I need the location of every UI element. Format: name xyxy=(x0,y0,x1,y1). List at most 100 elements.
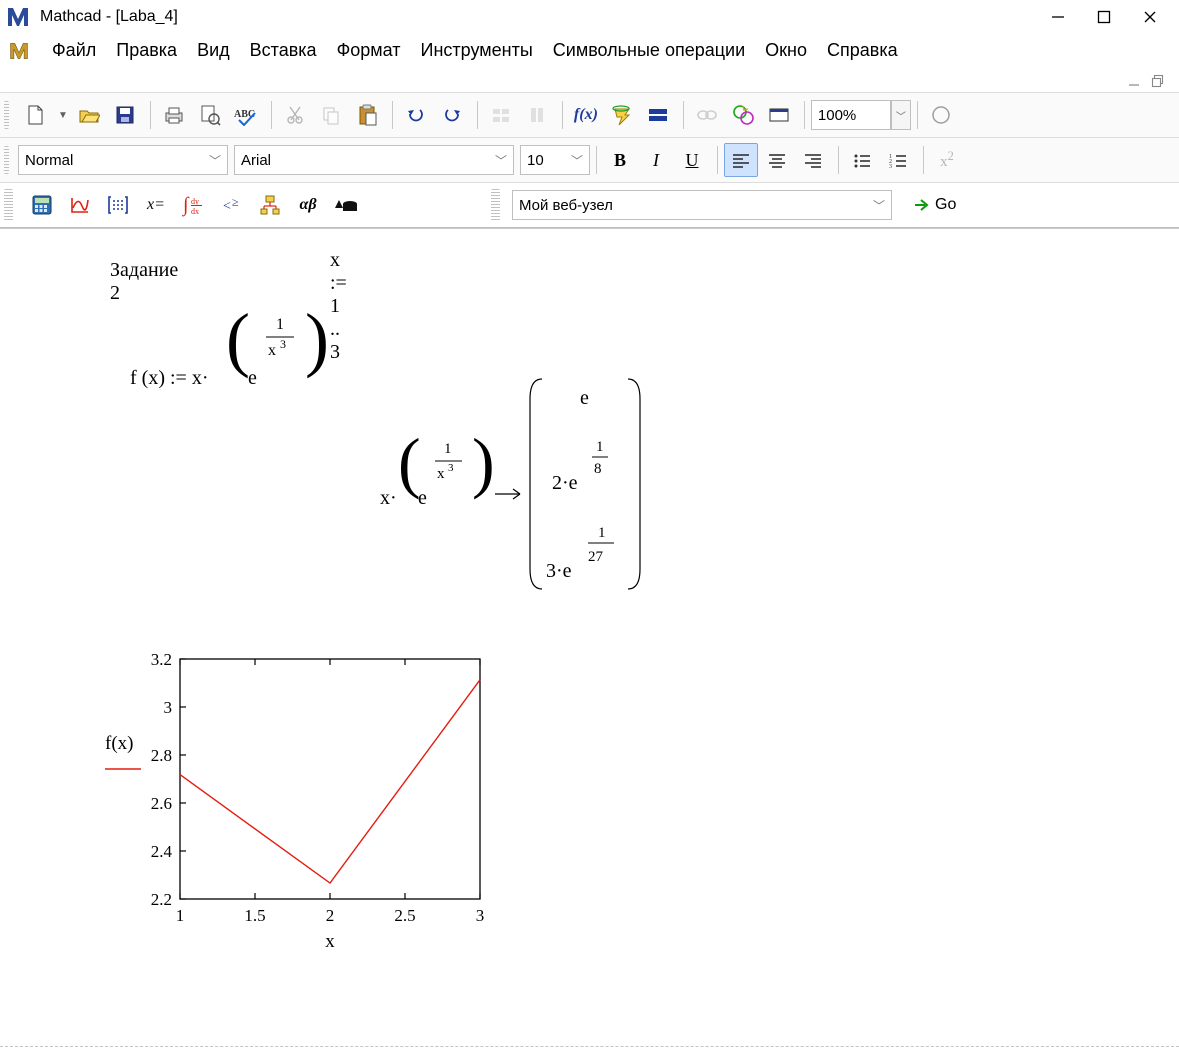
open-button[interactable] xyxy=(72,98,106,132)
undo-button[interactable] xyxy=(399,98,433,132)
insert-unit-button[interactable] xyxy=(605,98,639,132)
svg-text:x: x xyxy=(325,931,335,952)
menu-window[interactable]: Окно xyxy=(755,36,817,65)
svg-text:3: 3 xyxy=(889,164,892,168)
spellcheck-button[interactable]: ABC xyxy=(229,98,263,132)
align-right-button[interactable] xyxy=(796,143,830,177)
page-break-indicator xyxy=(0,1046,1179,1047)
doc-minimize-button[interactable] xyxy=(1125,72,1143,90)
svg-text:2.4: 2.4 xyxy=(151,842,173,861)
cut-button[interactable] xyxy=(278,98,312,132)
separator xyxy=(838,146,839,174)
menu-insert[interactable]: Вставка xyxy=(240,36,327,65)
align-center-button[interactable] xyxy=(760,143,794,177)
go-label: Go xyxy=(935,196,956,214)
format-toolbar: Normal﹀ Arial﹀ 10﹀ B I U 123 x2 xyxy=(0,138,1179,182)
greek-palette-button[interactable]: αβ xyxy=(291,188,325,222)
svg-text:x: x xyxy=(268,342,276,359)
svg-text:f(x): f(x) xyxy=(105,733,133,754)
bold-button[interactable]: B xyxy=(603,143,637,177)
menu-help[interactable]: Справка xyxy=(817,36,908,65)
underline-button[interactable]: U xyxy=(675,143,709,177)
svg-text:1: 1 xyxy=(444,441,452,457)
svg-text:): ) xyxy=(305,299,329,379)
separator xyxy=(477,101,478,129)
menu-symbolic[interactable]: Символьные операции xyxy=(543,36,755,65)
italic-button[interactable]: I xyxy=(639,143,673,177)
zoom-combo[interactable]: 100% xyxy=(811,100,891,130)
copy-button[interactable] xyxy=(314,98,348,132)
print-preview-button[interactable] xyxy=(193,98,227,132)
redo-button[interactable] xyxy=(435,98,469,132)
gripper-icon[interactable] xyxy=(4,189,13,221)
separator xyxy=(271,101,272,129)
svg-text:2.2: 2.2 xyxy=(151,890,172,909)
title-bar: Mathcad - [Laba_4] xyxy=(0,0,1179,34)
function-definition: f (x) := x· ( ) e 1 x 3 xyxy=(130,299,340,415)
calculator-palette-button[interactable] xyxy=(25,188,59,222)
svg-text:∫: ∫ xyxy=(181,194,190,217)
svg-text:dy: dy xyxy=(191,197,199,206)
svg-text:≥: ≥ xyxy=(232,195,239,209)
palette-web-row: x= ∫dydx <≥ αβ Мой веб-узел﹀ Go xyxy=(0,183,1179,228)
svg-text:3: 3 xyxy=(164,698,173,717)
bullets-button[interactable] xyxy=(845,143,879,177)
function-chart: 2.22.42.62.833.211.522.53f(x)x xyxy=(105,649,495,974)
help-button[interactable] xyxy=(924,98,958,132)
insert-link-button[interactable] xyxy=(690,98,724,132)
maximize-button[interactable] xyxy=(1081,1,1127,33)
app-logo-icon xyxy=(4,3,32,31)
new-doc-dropdown[interactable]: ▼ xyxy=(54,110,72,121)
close-button[interactable] xyxy=(1127,1,1173,33)
fontsize-value: 10 xyxy=(527,152,544,169)
svg-text:3·e: 3·e xyxy=(546,560,572,582)
insert-function-button[interactable]: f(x) xyxy=(569,98,603,132)
programming-palette-button[interactable] xyxy=(253,188,287,222)
mdi-doc-controls xyxy=(0,70,1179,92)
align-regions-button[interactable] xyxy=(484,98,518,132)
new-doc-button[interactable] xyxy=(18,98,52,132)
insert-component-button[interactable] xyxy=(726,98,760,132)
svg-text:1: 1 xyxy=(176,906,185,925)
doc-restore-button[interactable] xyxy=(1149,72,1167,90)
zoom-dropdown[interactable]: ﹀ xyxy=(891,100,911,130)
go-button[interactable]: Go xyxy=(902,188,967,222)
paste-button[interactable] xyxy=(350,98,384,132)
menu-bar: Файл Правка Вид Вставка Формат Инструмен… xyxy=(0,34,1179,70)
math-palette-toolbar: x= ∫dydx <≥ αβ xyxy=(17,183,371,227)
fontsize-combo[interactable]: 10﹀ xyxy=(520,145,590,175)
style-value: Normal xyxy=(25,152,73,169)
web-site-combo[interactable]: Мой веб-узел﹀ xyxy=(512,190,892,220)
boolean-palette-button[interactable]: <≥ xyxy=(215,188,249,222)
calculate-button[interactable] xyxy=(641,98,675,132)
evaluation-palette-button[interactable]: x= xyxy=(139,188,173,222)
run-button[interactable] xyxy=(762,98,796,132)
minimize-button[interactable] xyxy=(1035,1,1081,33)
menu-edit[interactable]: Правка xyxy=(106,36,187,65)
align-left-button[interactable] xyxy=(724,143,758,177)
gripper-icon[interactable] xyxy=(491,189,500,221)
font-combo[interactable]: Arial﹀ xyxy=(234,145,514,175)
matrix-palette-button[interactable] xyxy=(101,188,135,222)
graph-palette-button[interactable] xyxy=(63,188,97,222)
zoom-value: 100% xyxy=(818,107,856,124)
menu-view[interactable]: Вид xyxy=(187,36,240,65)
document-area[interactable]: Задание 2 x := 1 .. 3 f (x) := x· ( ) e … xyxy=(0,228,1179,1048)
calculus-palette-button[interactable]: ∫dydx xyxy=(177,188,211,222)
style-combo[interactable]: Normal﹀ xyxy=(18,145,228,175)
svg-text:3: 3 xyxy=(280,337,286,351)
menu-file[interactable]: Файл xyxy=(42,36,106,65)
align-regions-v-button[interactable] xyxy=(520,98,554,132)
menu-tools[interactable]: Инструменты xyxy=(411,36,543,65)
separator xyxy=(804,101,805,129)
svg-text:2: 2 xyxy=(326,906,335,925)
print-button[interactable] xyxy=(157,98,191,132)
standard-toolbar: ▼ ABC f(x) xyxy=(0,93,1179,137)
numbering-button[interactable]: 123 xyxy=(881,143,915,177)
doc-logo-icon xyxy=(6,38,32,64)
symbolic-palette-button[interactable] xyxy=(329,188,363,222)
svg-text:3: 3 xyxy=(476,906,485,925)
save-button[interactable] xyxy=(108,98,142,132)
menu-format[interactable]: Формат xyxy=(327,36,411,65)
superscript-button[interactable]: x2 xyxy=(930,143,964,177)
